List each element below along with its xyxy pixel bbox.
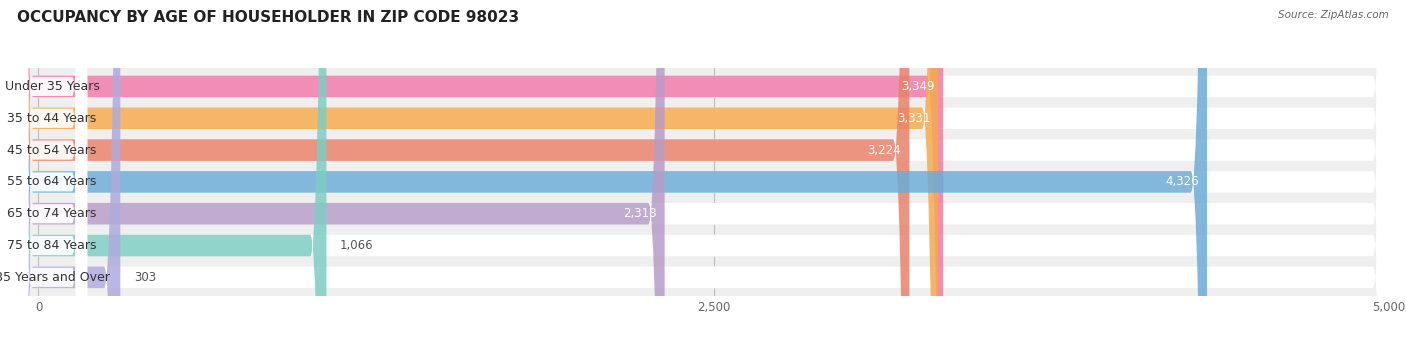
FancyBboxPatch shape bbox=[17, 0, 943, 340]
FancyBboxPatch shape bbox=[17, 0, 1208, 340]
Text: 75 to 84 Years: 75 to 84 Years bbox=[7, 239, 97, 252]
FancyBboxPatch shape bbox=[17, 0, 1389, 340]
FancyBboxPatch shape bbox=[17, 0, 87, 340]
FancyBboxPatch shape bbox=[17, 0, 87, 340]
Text: 35 to 44 Years: 35 to 44 Years bbox=[7, 112, 97, 125]
Text: 3,331: 3,331 bbox=[897, 112, 931, 125]
FancyBboxPatch shape bbox=[17, 0, 1389, 340]
FancyBboxPatch shape bbox=[17, 0, 1389, 340]
FancyBboxPatch shape bbox=[17, 0, 87, 340]
FancyBboxPatch shape bbox=[17, 0, 665, 340]
Text: 3,224: 3,224 bbox=[868, 143, 901, 157]
FancyBboxPatch shape bbox=[17, 0, 326, 340]
FancyBboxPatch shape bbox=[17, 0, 1389, 340]
Text: 4,326: 4,326 bbox=[1166, 175, 1199, 188]
Text: Under 35 Years: Under 35 Years bbox=[4, 80, 100, 93]
FancyBboxPatch shape bbox=[17, 0, 87, 340]
FancyBboxPatch shape bbox=[17, 0, 1389, 340]
Text: 1,066: 1,066 bbox=[340, 239, 374, 252]
FancyBboxPatch shape bbox=[17, 0, 87, 340]
FancyBboxPatch shape bbox=[17, 0, 1389, 340]
FancyBboxPatch shape bbox=[17, 0, 87, 340]
FancyBboxPatch shape bbox=[17, 0, 938, 340]
Text: 65 to 74 Years: 65 to 74 Years bbox=[7, 207, 97, 220]
FancyBboxPatch shape bbox=[17, 0, 121, 340]
FancyBboxPatch shape bbox=[17, 0, 1389, 340]
Text: 303: 303 bbox=[134, 271, 156, 284]
FancyBboxPatch shape bbox=[17, 0, 1389, 340]
Text: 85 Years and Over: 85 Years and Over bbox=[0, 271, 110, 284]
FancyBboxPatch shape bbox=[17, 0, 1389, 340]
Text: OCCUPANCY BY AGE OF HOUSEHOLDER IN ZIP CODE 98023: OCCUPANCY BY AGE OF HOUSEHOLDER IN ZIP C… bbox=[17, 10, 519, 25]
FancyBboxPatch shape bbox=[17, 0, 1389, 340]
FancyBboxPatch shape bbox=[17, 0, 1389, 340]
Text: 3,349: 3,349 bbox=[901, 80, 935, 93]
Text: Source: ZipAtlas.com: Source: ZipAtlas.com bbox=[1278, 10, 1389, 20]
Text: 55 to 64 Years: 55 to 64 Years bbox=[7, 175, 97, 188]
Text: 2,318: 2,318 bbox=[623, 207, 657, 220]
FancyBboxPatch shape bbox=[17, 0, 1389, 340]
FancyBboxPatch shape bbox=[17, 0, 1389, 340]
FancyBboxPatch shape bbox=[17, 0, 910, 340]
FancyBboxPatch shape bbox=[17, 0, 1389, 340]
Text: 45 to 54 Years: 45 to 54 Years bbox=[7, 143, 97, 157]
FancyBboxPatch shape bbox=[17, 0, 87, 340]
